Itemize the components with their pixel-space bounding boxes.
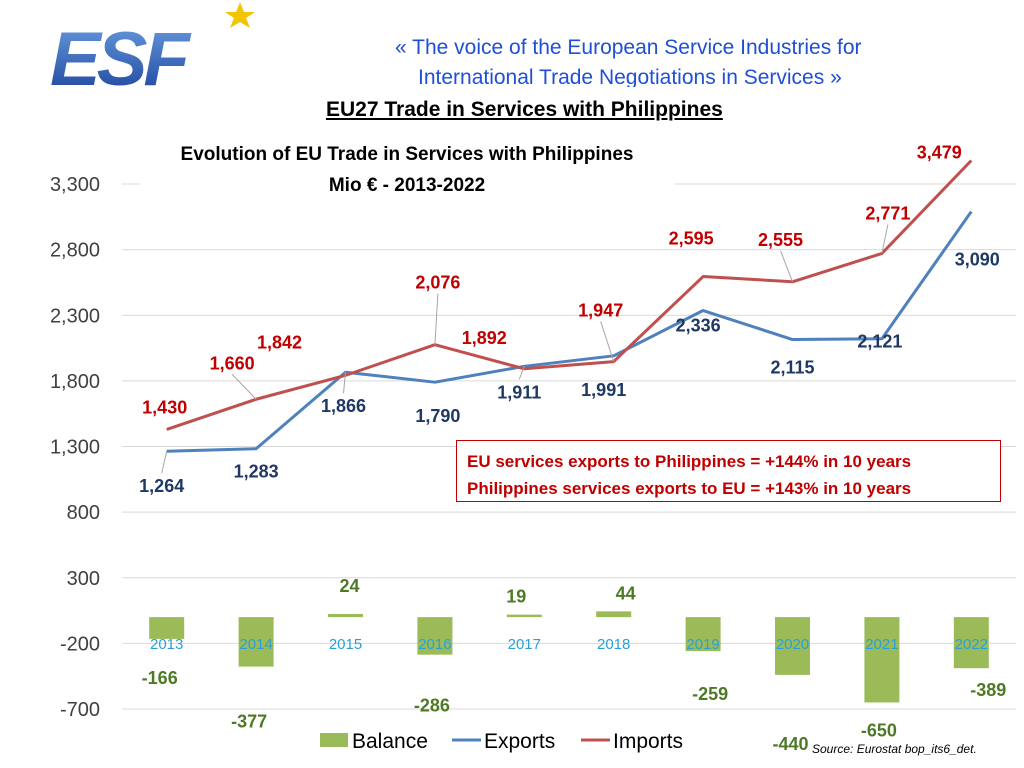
exports-data-label: 1,991 xyxy=(581,380,626,400)
tagline: « The voice of the European Service Indu… xyxy=(395,33,995,87)
growth-annotation-box: EU services exports to Philippines = +14… xyxy=(456,440,1001,502)
exports-data-label: 3,090 xyxy=(955,250,1000,270)
balance-data-label: -286 xyxy=(414,696,450,716)
x-tick-label: 2022 xyxy=(955,636,988,653)
exports-data-label: 1,866 xyxy=(321,396,366,416)
exports-data-label: 2,115 xyxy=(770,358,814,378)
balance-data-label: -259 xyxy=(692,684,728,704)
imports-line xyxy=(166,159,973,431)
source-note: Source: Eurostat bop_its6_det. xyxy=(812,742,977,756)
balance-data-label: 24 xyxy=(339,576,359,596)
imports-data-label: 2,555 xyxy=(758,230,803,250)
chart-title: Evolution of EU Trade in Services with P… xyxy=(181,144,634,165)
imports-data-label: 1,430 xyxy=(142,397,187,417)
balance-bar xyxy=(775,617,810,675)
balance-bar xyxy=(596,611,632,618)
legend-balance-label: Balance xyxy=(352,730,428,753)
leader-line xyxy=(231,373,257,400)
x-tick-label: 2017 xyxy=(508,636,541,653)
exports-data-label: 2,121 xyxy=(857,332,902,352)
leader-line xyxy=(161,451,168,474)
chart-title-group: Evolution of EU Trade in Services with P… xyxy=(140,140,675,200)
leader-line xyxy=(881,224,889,254)
balance-data-label: -389 xyxy=(970,680,1006,700)
annotation-line-1: EU services exports to Philippines = +14… xyxy=(467,452,912,471)
exports-line xyxy=(166,210,973,453)
x-tick-label: 2018 xyxy=(597,636,630,653)
imports-data-label: 1,947 xyxy=(578,301,623,321)
imports-data-label: 2,771 xyxy=(865,203,910,223)
x-tick-label: 2013 xyxy=(150,636,183,653)
leader-line xyxy=(600,321,615,362)
balance-data-label: -650 xyxy=(861,720,897,740)
x-tick-label: 2015 xyxy=(329,636,362,653)
leader-line xyxy=(343,372,346,394)
exports-data-label: 2,336 xyxy=(676,316,721,336)
x-tick-label: 2016 xyxy=(418,636,451,653)
y-tick-label: 2,800 xyxy=(50,240,100,262)
y-tick-label: 1,300 xyxy=(50,437,100,459)
imports-data-label: 3,479 xyxy=(917,143,962,163)
x-tick-label: 2020 xyxy=(776,636,809,653)
y-tick-label: 3,300 xyxy=(50,174,100,196)
balance-bar xyxy=(328,613,363,618)
imports-data-label: 2,595 xyxy=(669,229,714,249)
legend-imports-label: Imports xyxy=(613,730,683,753)
x-tick-label: 2019 xyxy=(686,636,719,653)
exports-data-label: 1,911 xyxy=(497,382,541,402)
annotation-line-2: Philippines services exports to EU = +14… xyxy=(467,479,912,498)
star-icon xyxy=(225,2,255,28)
leader-lines xyxy=(161,224,889,474)
exports-data-label: 1,283 xyxy=(234,462,279,482)
imports-data-label: 2,076 xyxy=(415,273,460,293)
y-tick-label: 300 xyxy=(67,568,100,590)
x-tick-label: 2014 xyxy=(239,636,272,653)
leader-line xyxy=(518,366,525,380)
balance-data-label: 44 xyxy=(616,583,636,603)
imports-data-label: 1,892 xyxy=(462,328,507,348)
balance-bar xyxy=(149,617,185,639)
balance-data-label: -440 xyxy=(772,734,808,754)
legend: Balance Exports Imports xyxy=(320,730,683,753)
balance-bar xyxy=(685,617,721,652)
balance-data-label: -377 xyxy=(231,712,267,732)
esf-logo: ESF xyxy=(50,2,255,95)
balance-bars xyxy=(149,611,989,703)
imports-data-label: 1,660 xyxy=(210,353,255,373)
y-tick-label: 2,300 xyxy=(50,305,100,327)
y-tick-label: 1,800 xyxy=(50,371,100,393)
y-tick-label: 800 xyxy=(67,502,100,524)
axis-labels: -700 -200 300 800 1,300 1,800 2,300 2,800 3,300 2… xyxy=(50,174,988,721)
exports-data-label: 1,790 xyxy=(415,406,460,426)
series-lines xyxy=(166,159,973,453)
balance-data-label: -166 xyxy=(142,668,178,688)
chart-subtitle: Mio € - 2013-2022 xyxy=(329,175,485,196)
legend-exports-label: Exports xyxy=(484,730,555,753)
balance-data-label: 19 xyxy=(506,587,526,607)
balance-bar xyxy=(953,617,989,669)
x-tick-label: 2021 xyxy=(865,636,898,653)
balance-bar xyxy=(864,617,900,703)
leader-line xyxy=(780,250,793,282)
y-tick-label: -200 xyxy=(60,633,100,655)
svg-text:ESF: ESF xyxy=(50,17,192,95)
imports-data-label: 1,842 xyxy=(257,332,302,352)
tagline-line-2: International Trade Negotiations in Serv… xyxy=(418,66,842,87)
balance-bar xyxy=(506,614,542,618)
y-tick-label: -700 xyxy=(60,699,100,721)
balance-bar xyxy=(238,617,274,667)
legend-balance-swatch xyxy=(320,733,348,747)
leader-line xyxy=(434,293,439,345)
exports-data-label: 1,264 xyxy=(139,476,184,496)
tagline-line-1: « The voice of the European Service Indu… xyxy=(395,36,862,59)
balance-bar xyxy=(417,617,453,655)
page-title: EU27 Trade in Services with Philippines xyxy=(326,98,723,121)
